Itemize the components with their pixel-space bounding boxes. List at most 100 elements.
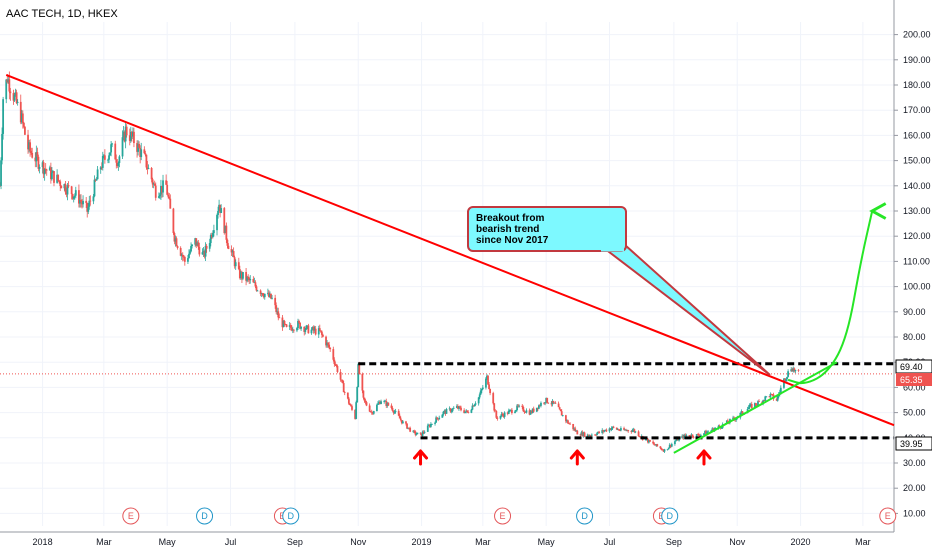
candle-body xyxy=(22,122,25,127)
candle-body xyxy=(29,142,32,151)
candle-body xyxy=(493,403,496,411)
candle-body xyxy=(609,428,612,430)
candle-body xyxy=(300,326,303,329)
candle-body xyxy=(281,317,284,328)
candle-body xyxy=(495,410,498,418)
candle-body xyxy=(470,409,473,413)
candle-body xyxy=(611,426,614,429)
candle-body xyxy=(92,196,95,202)
price-labels: 69.40 65.35 39.95 xyxy=(895,359,932,451)
candle-body xyxy=(758,401,760,403)
candle-body xyxy=(60,186,63,189)
candle-body xyxy=(438,417,441,420)
candle-body xyxy=(204,245,207,257)
candle-body xyxy=(775,399,778,401)
candle-body xyxy=(312,326,315,331)
y-tick-label: 10.00 xyxy=(903,508,926,518)
candle-body xyxy=(488,384,490,390)
candle-body xyxy=(582,432,585,437)
candle-body xyxy=(442,411,445,415)
candle-body xyxy=(517,405,520,407)
candle-body xyxy=(644,439,647,441)
candle-body xyxy=(579,434,582,436)
candle-body xyxy=(428,425,431,427)
candle-body xyxy=(14,92,17,95)
candle-body xyxy=(500,413,503,416)
candle-body xyxy=(128,135,131,141)
candle-body xyxy=(118,156,121,163)
candle-body xyxy=(6,79,9,83)
candle-body xyxy=(529,411,532,415)
candle-body xyxy=(783,378,785,388)
candle-body xyxy=(583,432,586,437)
candle-body xyxy=(595,434,597,436)
candle-body xyxy=(387,402,390,406)
candle-body xyxy=(350,405,352,407)
candle-body xyxy=(427,425,430,427)
candle-body xyxy=(107,159,109,161)
candle-body xyxy=(225,225,228,240)
candle-body xyxy=(481,387,484,390)
candle-body xyxy=(82,200,84,205)
candle-body xyxy=(313,328,316,331)
candle-body xyxy=(362,390,365,398)
candle-body xyxy=(394,410,397,412)
candle-body xyxy=(528,410,531,415)
candle-body xyxy=(448,408,451,410)
candle-body xyxy=(189,251,191,254)
candle-body xyxy=(695,434,698,438)
candle-body xyxy=(102,155,105,157)
candle-body xyxy=(341,380,344,384)
candle-body xyxy=(334,363,337,365)
candle-body xyxy=(43,168,46,175)
candle-body xyxy=(299,322,301,329)
candle-body xyxy=(690,434,693,437)
callout-pointer xyxy=(597,244,771,376)
candle-body xyxy=(530,411,533,413)
candle-body xyxy=(741,411,744,414)
candle-body xyxy=(95,179,98,181)
x-tick-label: Nov xyxy=(729,537,746,547)
candle-body xyxy=(705,430,707,434)
candle-body xyxy=(80,199,82,203)
candle-body xyxy=(489,389,491,394)
candle-body xyxy=(347,398,350,404)
candle-body xyxy=(30,150,33,153)
candle-body xyxy=(114,143,117,160)
candle-body xyxy=(632,429,635,431)
candle-body xyxy=(147,167,150,169)
candle-body xyxy=(260,293,263,295)
x-tick-label: 2018 xyxy=(33,537,53,547)
candle-body xyxy=(284,324,287,325)
candle-body xyxy=(159,194,161,197)
drawings xyxy=(5,73,895,466)
y-tick-label: 20.00 xyxy=(903,483,926,493)
candle-body xyxy=(24,126,26,135)
candle-body xyxy=(132,131,134,137)
candle-body xyxy=(580,432,583,436)
candle-body xyxy=(784,378,786,382)
candle-body xyxy=(393,411,396,413)
candle-body xyxy=(467,412,470,413)
candle-body xyxy=(262,295,265,298)
candle-body xyxy=(109,152,111,156)
candle-body xyxy=(372,411,375,414)
candle-body xyxy=(339,371,342,380)
candle-body xyxy=(71,194,74,199)
candle-body xyxy=(239,272,242,279)
candle-body xyxy=(487,375,489,385)
candle-body xyxy=(791,369,794,372)
candle-body xyxy=(688,435,691,437)
candle-body xyxy=(196,242,199,246)
y-tick-label: 80.00 xyxy=(903,332,926,342)
candle-body xyxy=(100,167,103,169)
candle-body xyxy=(232,251,235,258)
support-up-arrow-icon xyxy=(569,449,585,466)
candle-body xyxy=(725,420,728,424)
candle-body xyxy=(78,190,80,204)
candle-body xyxy=(633,429,636,433)
candle-body xyxy=(254,282,257,287)
x-tick-label: Mar xyxy=(855,537,871,547)
candle-body xyxy=(52,171,54,173)
